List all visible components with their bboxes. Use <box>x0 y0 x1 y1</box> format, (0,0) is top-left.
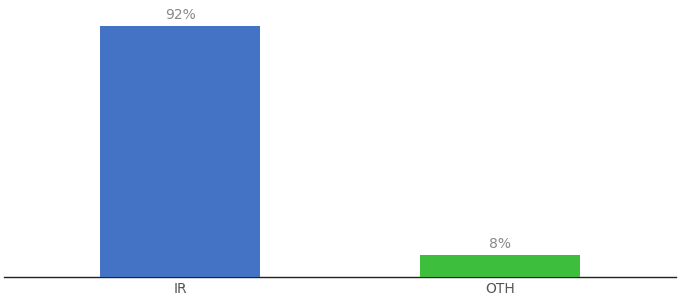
Bar <box>100 26 260 277</box>
Bar <box>420 255 580 277</box>
Text: 8%: 8% <box>489 237 511 251</box>
Text: 92%: 92% <box>165 8 195 22</box>
